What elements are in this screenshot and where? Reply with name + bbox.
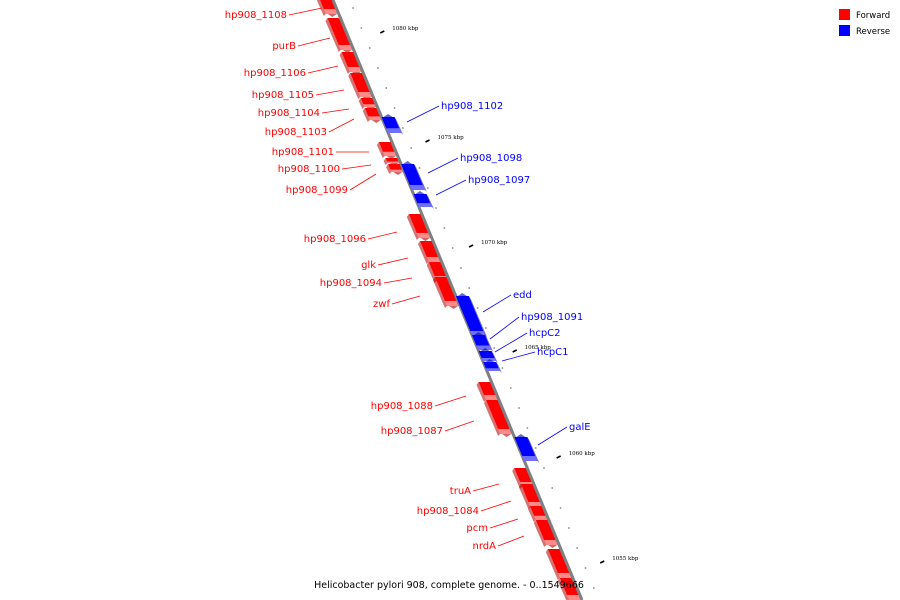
leader-line	[315, 89, 345, 96]
leader-line	[480, 500, 512, 512]
scale-label: 1060 kbp	[569, 451, 596, 457]
gene-label: hp908_1087	[381, 426, 443, 437]
leader-line	[435, 179, 467, 196]
scale-label: 1070 kbp	[481, 240, 508, 246]
gene-block	[484, 400, 514, 437]
major-tick	[599, 560, 605, 564]
gene-block	[339, 52, 363, 75]
leader-line	[321, 108, 350, 114]
gene-block	[545, 549, 573, 581]
scale-label: 1065 kbp	[525, 345, 552, 351]
gene-label: hcpC1	[537, 347, 569, 358]
gene-label: hp908_1100	[278, 164, 340, 175]
gene-block	[557, 578, 582, 600]
legend-reverse-swatch	[839, 25, 850, 36]
gene-label: hp908_1094	[320, 278, 382, 289]
leader-line	[497, 535, 525, 547]
legend-forward-swatch	[839, 9, 850, 20]
gene-block	[381, 114, 404, 135]
gene-block	[401, 161, 427, 192]
gene-label: hp908_1091	[521, 312, 583, 323]
gene-block	[432, 277, 460, 309]
gene-label: pcm	[466, 523, 488, 534]
gene-label: nrdA	[473, 541, 497, 552]
gene-label: hp908_1084	[417, 506, 479, 517]
gene-label: hp908_1108	[225, 10, 287, 21]
forward-gene-blocks	[316, 0, 582, 600]
gene-label: hp908_1098	[460, 153, 522, 164]
gene-label: hcpC2	[529, 328, 561, 339]
gene-label: hp908_1101	[272, 147, 334, 158]
gene-label: hp908_1097	[468, 175, 530, 186]
gene-label: hp908_1105	[252, 90, 314, 101]
gene-block	[325, 18, 354, 53]
gene-labels: hp908_1108 purB hp908_1106 hp908_1105 hp908_…	[225, 10, 591, 552]
gene-label: glk	[361, 260, 376, 271]
gene-block	[455, 293, 488, 338]
leader-line	[288, 7, 323, 16]
major-tick	[468, 244, 474, 248]
leader-line	[328, 118, 355, 133]
gene-label: hp908_1096	[304, 234, 366, 245]
gene-label: hp908_1106	[244, 68, 306, 79]
gene-block	[533, 520, 560, 548]
leader-line	[391, 295, 421, 305]
leader-line	[482, 294, 512, 313]
gene-block	[348, 73, 374, 100]
leader-line	[341, 164, 372, 170]
leader-line	[406, 105, 440, 123]
scale-label: 1075 kbp	[438, 135, 465, 141]
legend: Forward Reverse	[839, 9, 890, 37]
gene-label: galE	[569, 422, 591, 433]
gene-label: hp908_1104	[258, 108, 320, 119]
scale-label: 1055 kbp	[612, 556, 639, 562]
gene-label: hp908_1103	[265, 127, 327, 138]
leader-line	[537, 426, 568, 446]
gene-block	[418, 241, 442, 265]
major-tick	[556, 455, 562, 459]
gene-label: hp908_1099	[286, 185, 348, 196]
major-tick	[512, 349, 518, 353]
gene-block	[413, 191, 434, 209]
leader-line	[489, 518, 519, 529]
leader-line	[444, 420, 475, 432]
gene-label: hp908_1102	[441, 101, 503, 112]
gene-label: edd	[513, 290, 532, 301]
gene-block	[483, 359, 502, 373]
leader-line	[307, 65, 339, 74]
major-tick	[425, 139, 430, 143]
leader-line	[383, 277, 413, 284]
gene-block	[518, 484, 544, 510]
leader-line	[367, 231, 398, 240]
gene-block	[472, 332, 494, 352]
legend-reverse-label: Reverse	[856, 27, 890, 37]
reverse-gene-blocks	[381, 114, 540, 463]
gene-block	[514, 434, 540, 463]
leader-line	[434, 395, 467, 407]
legend-forward-label: Forward	[856, 11, 890, 21]
leader-line	[489, 316, 520, 340]
scale-ticks	[352, 7, 605, 589]
figure-caption: Helicobacter pylori 908, complete genome…	[314, 580, 584, 591]
leader-line	[427, 157, 459, 174]
leader-line	[297, 37, 331, 47]
gene-label: zwf	[373, 299, 390, 310]
gene-label: purB	[272, 41, 296, 52]
label-leader-lines	[288, 7, 568, 547]
scale-labels: 1080 kbp 1075 kbp 1070 kbp 1065 kbp 1060 kbp…	[392, 26, 639, 562]
leader-line	[494, 332, 528, 353]
leader-line	[501, 351, 536, 362]
gene-block	[476, 382, 499, 403]
scale-label: 1080 kbp	[392, 26, 419, 32]
gene-block	[406, 214, 432, 241]
gene-block	[478, 348, 498, 363]
gene-label: hp908_1088	[371, 401, 433, 412]
leader-line	[472, 483, 500, 492]
leader-line	[349, 173, 377, 191]
major-tick	[379, 30, 385, 34]
gene-label: truA	[450, 486, 471, 497]
leader-line	[377, 257, 409, 266]
